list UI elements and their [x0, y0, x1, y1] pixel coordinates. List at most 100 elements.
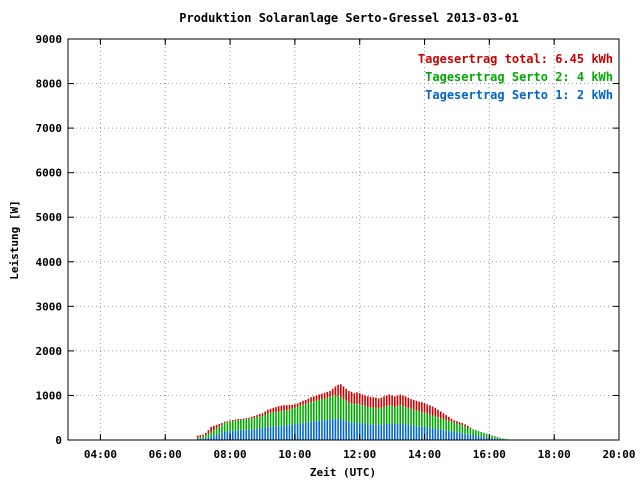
bar-serto2-segment [345, 400, 348, 422]
bar-serto2-segment [358, 404, 361, 424]
bar-serto1-segment [288, 425, 291, 440]
bar-serto1-segment [275, 426, 277, 440]
bar-serto2-segment [412, 409, 415, 426]
chart-title: Produktion Solaranlage Serto-Gressel 201… [179, 11, 519, 25]
bar-serto2-segment [237, 420, 239, 431]
bar-serto2-segment [367, 407, 369, 425]
bar-serto1-segment [375, 424, 377, 440]
bar-total-segment [372, 397, 375, 408]
bar-total-segment [256, 415, 258, 418]
bar-serto2-segment [493, 436, 496, 439]
y-tick-label: 0 [55, 434, 62, 447]
bar-total-segment [383, 396, 385, 408]
bar-total-segment [199, 435, 202, 437]
bar-serto1-segment [477, 435, 480, 440]
bar-total-segment [396, 395, 399, 407]
bar-serto1-segment [248, 429, 250, 440]
bar-serto1-segment [253, 429, 256, 440]
bar-serto1-segment [312, 421, 315, 440]
bar-serto2-segment [442, 419, 445, 431]
bar-serto1-segment [294, 424, 296, 440]
bar-serto1-segment [350, 422, 353, 440]
bar-total-segment [402, 395, 404, 407]
bar-total-segment [412, 399, 415, 410]
bar-serto1-segment [480, 436, 483, 440]
bar-serto1-segment [218, 433, 221, 440]
x-tick-label: 06:00 [149, 448, 182, 461]
bar-total-segment [431, 406, 434, 416]
bar-serto2-segment [407, 407, 410, 425]
bar-serto2-segment [388, 405, 391, 424]
bar-serto1-segment [361, 423, 364, 440]
bar-serto2-segment [231, 421, 234, 432]
bar-serto1-segment [485, 437, 488, 440]
bar-serto2-segment [304, 403, 307, 423]
bar-serto2-segment [504, 438, 507, 440]
bar-total-segment [296, 403, 299, 407]
bar-total-segment [221, 423, 223, 425]
bar-serto1-segment [237, 430, 239, 440]
bar-serto2-segment [380, 407, 383, 425]
bar-serto2-segment [248, 418, 250, 430]
bar-total-segment [207, 430, 210, 434]
bar-serto2-segment [453, 422, 456, 432]
x-tick-label: 10:00 [278, 448, 311, 461]
y-tick-label: 9000 [36, 33, 63, 46]
bar-serto1-segment [223, 431, 226, 440]
bar-total-segment [399, 394, 402, 406]
bar-serto2-segment [213, 430, 215, 436]
bar-serto2-segment [480, 431, 483, 437]
bar-serto1-segment [394, 424, 396, 440]
bar-serto2-segment [221, 424, 223, 433]
x-axis-label: Zeit (UTC) [310, 466, 376, 479]
y-axis-ticks: 0 1000 2000 3000 4000 5000 6000 7000 8000 9000 [36, 33, 619, 447]
bar-total-segment [345, 388, 348, 401]
bar-serto1-segment [329, 419, 331, 440]
bar-serto1-segment [296, 423, 299, 440]
x-axis-ticks: 04:00 06:00 08:00 10:00 12:00 14:00 16:00 18:00… [84, 39, 636, 461]
bar-serto1-segment [221, 432, 223, 440]
bar-serto1-segment [299, 423, 302, 440]
bar-serto2-segment [240, 419, 242, 431]
legend-entry: Tagesertrag Serto 1: 2 kWh [425, 88, 613, 102]
bar-serto1-segment [415, 426, 418, 440]
bar-total-segment [315, 395, 318, 401]
bar-total-segment [361, 394, 364, 406]
bars-group [196, 384, 512, 440]
bar-serto1-segment [242, 430, 245, 440]
bar-total-segment [331, 388, 334, 396]
bar-serto1-segment [377, 425, 380, 440]
bar-serto1-segment [439, 429, 442, 440]
bar-serto2-segment [312, 401, 315, 422]
bar-total-segment [377, 398, 380, 409]
bar-serto2-segment [291, 408, 293, 425]
bar-serto2-segment [202, 435, 204, 439]
bar-serto1-segment [372, 424, 375, 440]
bar-total-segment [464, 424, 466, 427]
bar-total-segment [369, 396, 372, 408]
bar-serto1-segment [356, 422, 358, 440]
bar-serto2-segment [461, 425, 464, 434]
bar-serto2-segment [275, 411, 277, 427]
bar-serto1-segment [307, 422, 310, 440]
bar-serto2-segment [475, 430, 477, 436]
bar-serto2-segment [215, 428, 218, 435]
x-tick-label: 14:00 [408, 448, 441, 461]
bar-serto1-segment [285, 425, 288, 440]
bar-serto1-segment [277, 426, 280, 440]
y-tick-label: 3000 [36, 300, 63, 313]
bar-serto1-segment [388, 423, 391, 440]
bar-serto1-segment [391, 423, 393, 440]
bar-serto1-segment [421, 426, 423, 440]
bar-total-segment [456, 421, 458, 424]
bar-serto1-segment [410, 425, 412, 440]
bar-serto1-segment [302, 423, 304, 440]
legend-entry: Tagesertrag total: 6.45 kWh [418, 52, 613, 66]
y-tick-label: 2000 [36, 345, 63, 358]
bar-serto1-segment [234, 430, 237, 440]
bar-serto2-segment [242, 419, 245, 431]
bar-serto2-segment [226, 422, 229, 432]
bar-serto1-segment [396, 423, 399, 440]
bar-serto2-segment [502, 438, 504, 440]
bar-serto1-segment [426, 427, 429, 440]
